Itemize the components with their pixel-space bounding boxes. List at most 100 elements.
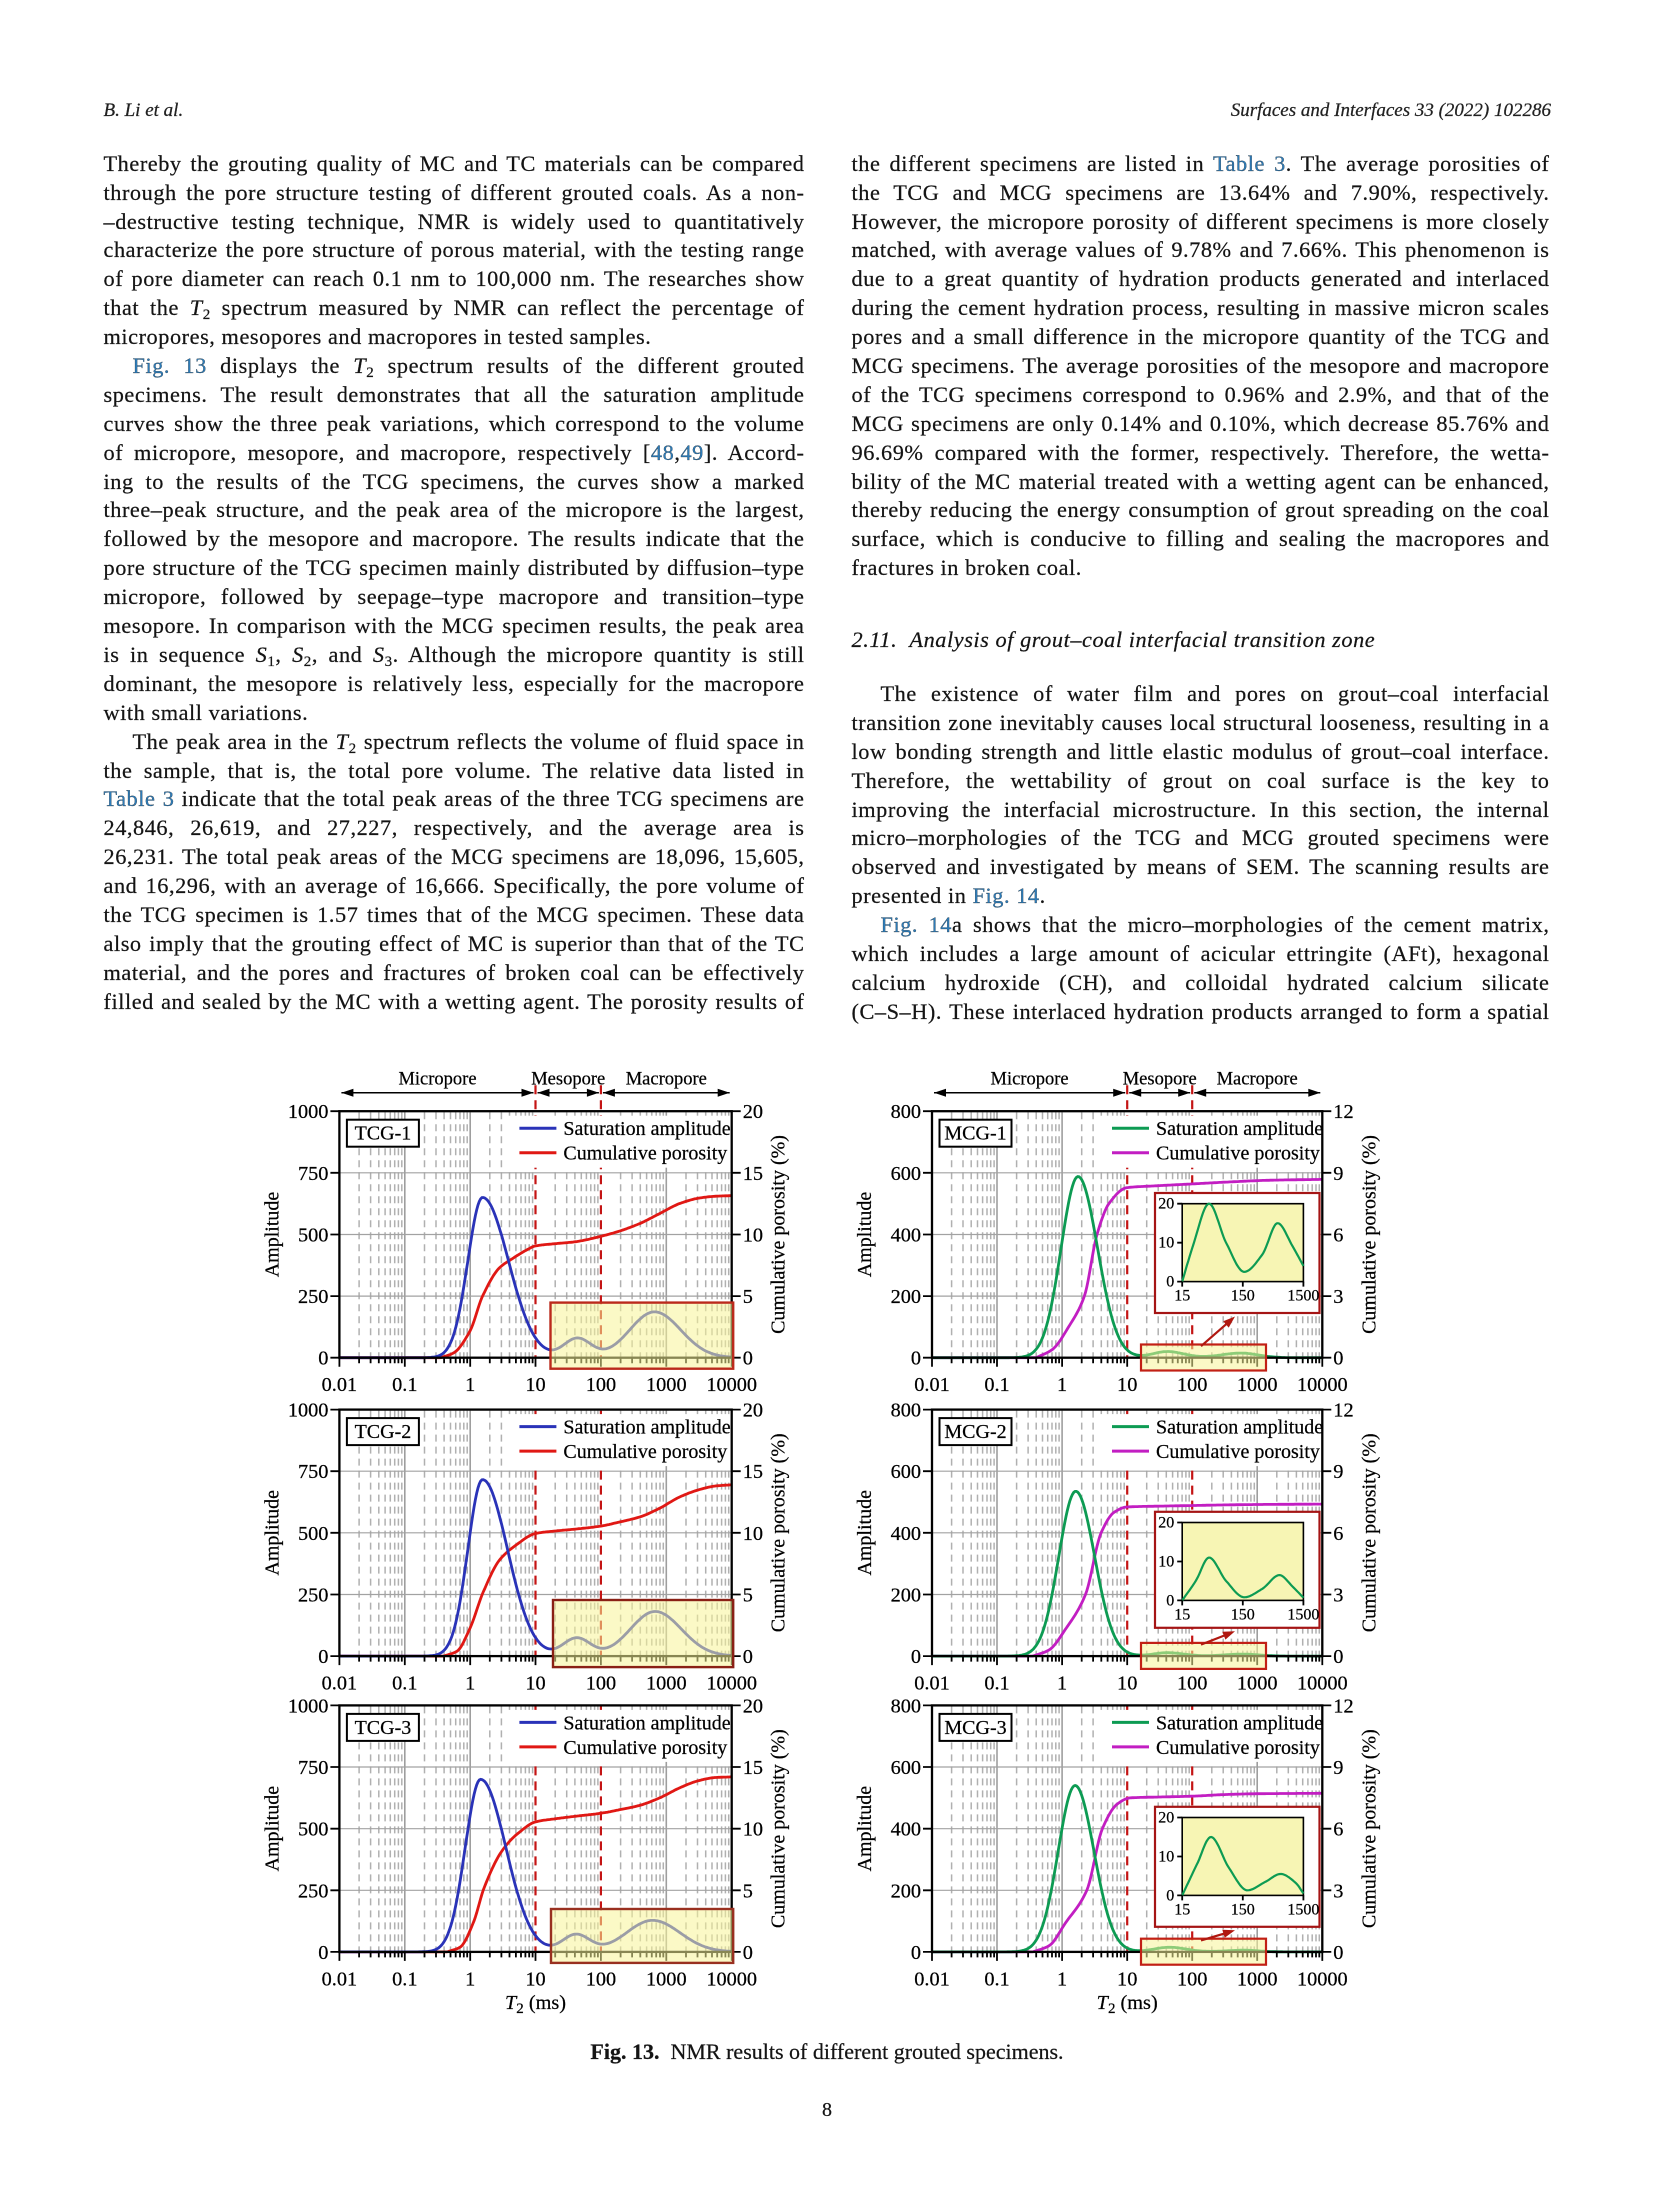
svg-text:Macropore: Macropore — [626, 1070, 707, 1090]
svg-text:10: 10 — [1117, 1374, 1137, 1396]
svg-text:20: 20 — [1158, 1515, 1174, 1532]
svg-text:20: 20 — [743, 1400, 763, 1422]
svg-text:Saturation amplitude: Saturation amplitude — [563, 1118, 730, 1140]
svg-text:9: 9 — [1333, 1163, 1343, 1185]
svg-text:500: 500 — [298, 1819, 328, 1841]
svg-text:15: 15 — [743, 1757, 763, 1779]
svg-text:0: 0 — [911, 1348, 921, 1370]
svg-text:1: 1 — [465, 1968, 475, 1990]
svg-text:10: 10 — [743, 1523, 763, 1545]
svg-text:600: 600 — [891, 1163, 921, 1185]
svg-text:15: 15 — [743, 1461, 763, 1483]
svg-text:1000: 1000 — [288, 1400, 329, 1422]
svg-text:100: 100 — [586, 1374, 616, 1396]
svg-text:250: 250 — [298, 1880, 328, 1902]
svg-text:10000: 10000 — [1297, 1673, 1348, 1695]
svg-text:100: 100 — [586, 1968, 616, 1990]
svg-text:9: 9 — [1333, 1461, 1343, 1483]
svg-text:12: 12 — [1333, 1695, 1353, 1717]
svg-text:10000: 10000 — [706, 1374, 757, 1396]
svg-text:5: 5 — [743, 1880, 753, 1902]
svg-text:1000: 1000 — [1237, 1673, 1278, 1695]
svg-text:1500: 1500 — [1287, 1288, 1319, 1305]
svg-text:0: 0 — [1333, 1646, 1343, 1668]
svg-text:0.01: 0.01 — [914, 1968, 950, 1990]
svg-text:750: 750 — [298, 1757, 328, 1779]
svg-text:Cumulative porosity (%): Cumulative porosity (%) — [768, 1135, 790, 1334]
svg-text:0: 0 — [911, 1646, 921, 1668]
svg-text:800: 800 — [891, 1101, 921, 1123]
svg-text:10: 10 — [525, 1968, 545, 1990]
svg-text:Micropore: Micropore — [991, 1070, 1069, 1090]
svg-text:Amplitude: Amplitude — [261, 1786, 283, 1872]
svg-text:150: 150 — [1231, 1606, 1255, 1623]
svg-text:1000: 1000 — [646, 1374, 687, 1396]
svg-text:MCG-2: MCG-2 — [944, 1421, 1006, 1443]
svg-text:20: 20 — [743, 1101, 763, 1123]
svg-text:200: 200 — [891, 1585, 921, 1607]
svg-text:10: 10 — [1158, 1554, 1174, 1571]
svg-text:10000: 10000 — [706, 1673, 757, 1695]
svg-text:MCG-3: MCG-3 — [944, 1717, 1006, 1739]
svg-text:MCG-1: MCG-1 — [944, 1123, 1006, 1145]
svg-text:Amplitude: Amplitude — [854, 1786, 876, 1872]
svg-text:10: 10 — [1158, 1235, 1174, 1252]
svg-text:0.01: 0.01 — [914, 1374, 950, 1396]
svg-text:T2 (ms): T2 (ms) — [1097, 1992, 1158, 2017]
svg-text:Mesopore: Mesopore — [1123, 1070, 1197, 1090]
svg-text:1500: 1500 — [1287, 1606, 1319, 1623]
svg-text:1000: 1000 — [288, 1695, 329, 1717]
svg-text:20: 20 — [1158, 1810, 1174, 1827]
svg-text:20: 20 — [1158, 1196, 1174, 1213]
svg-text:10000: 10000 — [1297, 1968, 1348, 1990]
svg-text:Cumulative porosity (%): Cumulative porosity (%) — [1358, 1433, 1380, 1632]
svg-text:0: 0 — [318, 1942, 328, 1964]
svg-text:0.1: 0.1 — [984, 1673, 1009, 1695]
svg-text:500: 500 — [298, 1225, 328, 1247]
svg-text:20: 20 — [743, 1695, 763, 1717]
svg-text:0.1: 0.1 — [392, 1968, 417, 1990]
svg-text:100: 100 — [1177, 1968, 1207, 1990]
svg-text:9: 9 — [1333, 1757, 1343, 1779]
svg-text:400: 400 — [891, 1225, 921, 1247]
svg-text:1: 1 — [1057, 1374, 1067, 1396]
svg-text:0: 0 — [743, 1942, 753, 1964]
svg-text:0: 0 — [1166, 1274, 1174, 1291]
svg-text:1: 1 — [465, 1374, 475, 1396]
svg-text:0.1: 0.1 — [392, 1673, 417, 1695]
svg-text:0.01: 0.01 — [322, 1374, 358, 1396]
svg-text:0: 0 — [1166, 1592, 1174, 1609]
svg-text:Macropore: Macropore — [1217, 1070, 1298, 1090]
svg-text:1000: 1000 — [646, 1968, 687, 1990]
svg-text:0: 0 — [1333, 1348, 1343, 1370]
svg-text:6: 6 — [1333, 1819, 1343, 1841]
svg-text:800: 800 — [891, 1695, 921, 1717]
svg-text:TCG-1: TCG-1 — [355, 1123, 412, 1145]
svg-text:150: 150 — [1231, 1901, 1255, 1918]
svg-text:Cumulative porosity: Cumulative porosity — [1156, 1143, 1320, 1165]
svg-text:10000: 10000 — [1297, 1374, 1348, 1396]
svg-text:Cumulative porosity (%): Cumulative porosity (%) — [768, 1433, 790, 1632]
svg-text:1: 1 — [1057, 1968, 1067, 1990]
svg-text:0.1: 0.1 — [984, 1374, 1009, 1396]
svg-text:10: 10 — [1158, 1849, 1174, 1866]
svg-text:3: 3 — [1333, 1286, 1343, 1308]
svg-text:Amplitude: Amplitude — [854, 1192, 876, 1278]
svg-text:0: 0 — [911, 1942, 921, 1964]
svg-text:Cumulative porosity (%): Cumulative porosity (%) — [768, 1729, 790, 1928]
svg-text:Micropore: Micropore — [398, 1070, 476, 1090]
svg-text:12: 12 — [1333, 1400, 1353, 1422]
svg-text:1000: 1000 — [1237, 1968, 1278, 1990]
svg-text:0: 0 — [743, 1348, 753, 1370]
svg-text:10000: 10000 — [706, 1968, 757, 1990]
svg-text:0: 0 — [318, 1348, 328, 1370]
svg-text:Cumulative porosity: Cumulative porosity — [1156, 1737, 1320, 1759]
svg-text:12: 12 — [1333, 1101, 1353, 1123]
svg-text:Saturation amplitude: Saturation amplitude — [563, 1417, 730, 1439]
svg-text:15: 15 — [1174, 1606, 1190, 1623]
svg-text:3: 3 — [1333, 1585, 1343, 1607]
svg-text:0.01: 0.01 — [322, 1673, 358, 1695]
svg-text:1500: 1500 — [1287, 1901, 1319, 1918]
svg-text:750: 750 — [298, 1163, 328, 1185]
svg-text:Saturation amplitude: Saturation amplitude — [563, 1712, 730, 1734]
